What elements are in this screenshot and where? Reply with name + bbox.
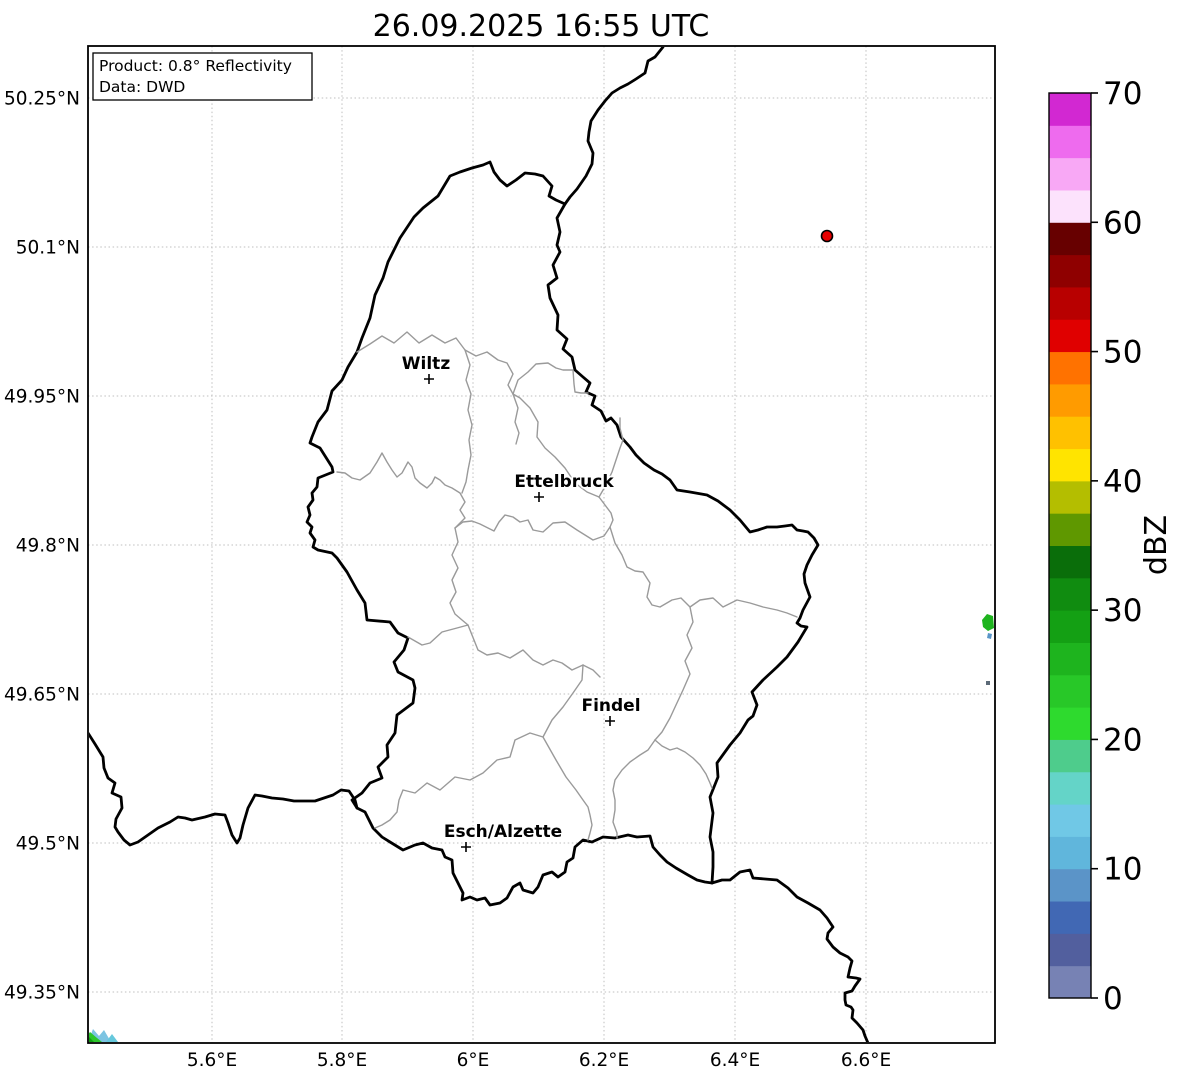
- y-tick-label: 49.8°N: [16, 536, 80, 557]
- colorbar-segment: [1049, 642, 1091, 676]
- colorbar-segment: [1049, 319, 1091, 353]
- colorbar-segment: [1049, 739, 1091, 773]
- y-tick-label: 49.35°N: [4, 983, 80, 1004]
- x-axis-tick-labels: 5.6°E 5.8°E 6°E 6.2°E 6.4°E 6.6°E: [187, 1050, 891, 1071]
- plot-frame: [87, 45, 996, 1044]
- echo-east-3: [986, 681, 990, 685]
- city-label: Wiltz: [402, 354, 451, 374]
- colorbar-title: dBZ: [1139, 515, 1174, 575]
- germany-belgium-border: [563, 47, 665, 206]
- city-marker: [461, 842, 471, 852]
- colorbar-segment: [1049, 804, 1091, 837]
- colorbar-segment: [1049, 383, 1091, 417]
- colorbar-segment: [1049, 254, 1091, 288]
- district-borders: [336, 331, 798, 841]
- colorbar-segment: [1049, 868, 1091, 902]
- echo-sw-3: [89, 1037, 94, 1042]
- echo-east-2: [987, 633, 992, 639]
- city-annotations: Wiltz Ettelbruck Findel Esch/Alzette: [400, 352, 642, 852]
- colorbar-tick-label: 50: [1103, 335, 1142, 371]
- y-tick-label: 50.25°N: [4, 89, 80, 110]
- colorbar-tick-label: 40: [1103, 464, 1142, 500]
- colorbar-segment: [1049, 513, 1091, 546]
- city-marker: [534, 492, 544, 502]
- y-tick-label: 50.1°N: [16, 238, 80, 259]
- city-label: Ettelbruck: [514, 472, 614, 492]
- y-axis-tick-labels: 50.25°N 50.1°N 49.95°N 49.8°N 49.65°N 49.5°N 4…: [4, 89, 80, 1004]
- city-marker: [605, 716, 615, 726]
- echo-sw-4: [106, 1034, 118, 1042]
- colorbar-segment: [1049, 933, 1091, 967]
- colorbar-segment: [1049, 448, 1091, 482]
- radar-site-dot: [820, 229, 834, 243]
- colorbar-segment: [1049, 93, 1091, 126]
- colorbar-tick-label: 10: [1103, 852, 1142, 888]
- colorbar-segment: [1049, 480, 1091, 514]
- colorbar-tick-label: 20: [1103, 722, 1142, 758]
- product-info-box: Product: 0.8° Reflectivity Data: DWD: [92, 52, 313, 101]
- product-line: Product: 0.8° Reflectivity: [99, 57, 292, 75]
- colorbar-frame: [1048, 92, 1092, 999]
- city-marker: [424, 374, 434, 384]
- colorbar-segment: [1049, 351, 1091, 385]
- city-label: Esch/Alzette: [444, 822, 562, 842]
- y-tick-label: 49.5°N: [16, 834, 80, 855]
- colorbar-tick-labels: 0 10 20 30 40 50 60 70: [1091, 76, 1142, 1017]
- colorbar-tick-label: 30: [1103, 593, 1142, 629]
- colorbar-segment: [1049, 771, 1091, 805]
- colorbar-segment: [1049, 577, 1091, 611]
- radar-site-dot: [820, 229, 834, 243]
- x-tick-label: 6.4°E: [710, 1050, 760, 1071]
- colorbar-tick-label: 0: [1103, 981, 1123, 1017]
- echo-east-1: [982, 614, 994, 631]
- x-tick-label: 6.2°E: [579, 1050, 629, 1071]
- colorbar-segment: [1049, 836, 1091, 870]
- luxembourg-border: [305, 160, 820, 907]
- colorbar-segment: [1049, 222, 1091, 256]
- colorbar-segments: [1049, 93, 1091, 999]
- x-tick-label: 5.6°E: [187, 1050, 237, 1071]
- colorbar-segment: [1049, 610, 1091, 643]
- colorbar-segment: [1049, 674, 1091, 708]
- colorbar-segment: [1049, 901, 1091, 934]
- france-germany-border: [710, 868, 870, 1042]
- data-source-line: Data: DWD: [99, 78, 185, 96]
- belgium-france-border: [89, 732, 359, 847]
- country-borders: [89, 47, 870, 1042]
- gridlines: [88, 46, 995, 1043]
- colorbar-segment: [1049, 286, 1091, 320]
- colorbar-segment: [1049, 545, 1091, 579]
- product-info-frame: [92, 52, 313, 101]
- x-tick-label: 6°E: [457, 1050, 490, 1071]
- city-label: Findel: [581, 696, 640, 716]
- colorbar-tick-label: 60: [1103, 205, 1142, 241]
- colorbar-segment: [1049, 157, 1091, 191]
- reflectivity-echoes: [89, 614, 994, 1042]
- colorbar-segment: [1049, 707, 1091, 740]
- y-tick-label: 49.65°N: [4, 685, 80, 706]
- x-tick-label: 5.8°E: [317, 1050, 367, 1071]
- colorbar-tick-label: 70: [1103, 76, 1142, 112]
- colorbar-segment: [1049, 416, 1091, 450]
- x-tick-label: 6.6°E: [841, 1050, 891, 1071]
- colorbar-segment: [1049, 965, 1091, 999]
- plot-title: 26.09.2025 16:55 UTC: [373, 9, 710, 44]
- colorbar-segment: [1049, 125, 1091, 159]
- echo-sw-2: [89, 1032, 102, 1042]
- colorbar-segment: [1049, 189, 1091, 223]
- y-tick-label: 49.95°N: [4, 387, 80, 408]
